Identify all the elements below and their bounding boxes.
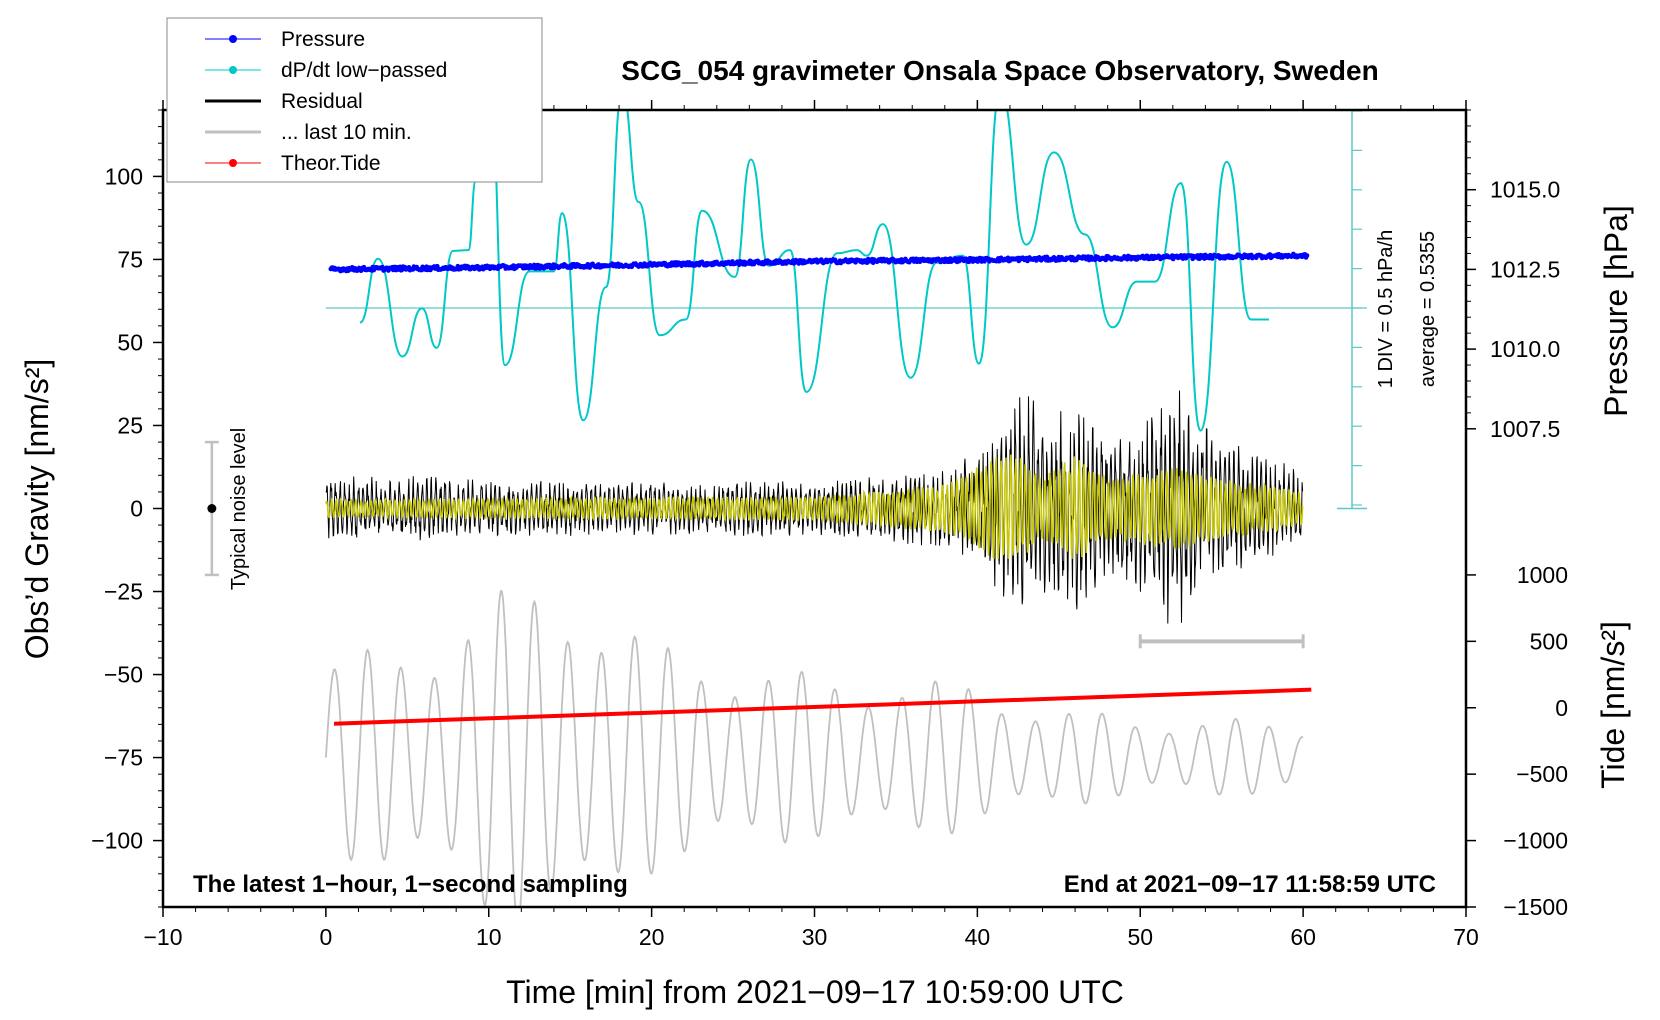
bottom-right-annotation: End at 2021−09−17 11:58:59 UTC — [1064, 871, 1436, 898]
tide-tick-label: −1000 — [1503, 828, 1568, 854]
tide-tick-label: −1500 — [1503, 894, 1568, 920]
y-tick-label: −75 — [104, 745, 143, 771]
x-tick-label: −10 — [143, 924, 182, 950]
tide-tick-label: 1000 — [1517, 562, 1568, 588]
y-tick-label: 50 — [117, 329, 143, 355]
x-tick-label: 20 — [639, 924, 665, 950]
y-tick-label: −50 — [104, 662, 143, 688]
legend-entry: dP/dt low−passed — [205, 59, 447, 82]
y-tick-label: 0 — [130, 496, 143, 522]
noise-annotation: Typical noise level — [228, 428, 250, 590]
legend-swatch-marker — [229, 66, 237, 74]
tide-tick-label: 500 — [1530, 628, 1568, 654]
pressure-point — [1304, 253, 1310, 258]
noise-level-center — [207, 504, 217, 513]
legend-swatch-marker — [229, 159, 237, 167]
x-tick-label: 30 — [802, 924, 828, 950]
x-tick-label: 70 — [1453, 924, 1479, 950]
legend-swatch-marker — [229, 35, 237, 43]
x-tick-label: 50 — [1127, 924, 1153, 950]
legend: Pressure dP/dt low−passed Residual ... last… — [166, 17, 543, 183]
pressure-point — [1103, 257, 1109, 263]
series-theor-tide — [333, 687, 1312, 726]
y-axis-label-tide: Tide [nm/s²] — [1595, 621, 1631, 789]
y-tick-label: −25 — [104, 579, 143, 605]
legend-label: Residual — [281, 90, 363, 113]
series-pressure — [328, 251, 1310, 274]
y-tick-label: 100 — [105, 163, 143, 189]
y-axis-label-pressure: Pressure [hPa] — [1598, 205, 1634, 417]
legend-entry: Theor.Tide — [205, 152, 381, 175]
bottom-left-annotation: The latest 1−hour, 1−second sampling — [193, 871, 628, 898]
x-axis-label: Time [min] from 2021−09−17 10:59:00 UTC — [506, 974, 1124, 1010]
series-last-10-min — [325, 589, 1304, 907]
axes: −10 0 10 20 30 40 50 60 701007550250−25−50−75−10… — [91, 100, 1568, 950]
legend-label: dP/dt low−passed — [281, 59, 447, 82]
x-tick-label: 0 — [319, 924, 332, 950]
chart-title: SCG_054 gravimeter Onsala Space Observat… — [621, 55, 1378, 86]
pressure-tick-label: 1010.0 — [1490, 336, 1560, 362]
x-tick-label: 60 — [1290, 924, 1316, 950]
x-tick-label: 40 — [965, 924, 991, 950]
tide-tick-label: 0 — [1555, 695, 1568, 721]
pressure-tick-label: 1007.5 — [1490, 416, 1560, 442]
x-tick-label: 10 — [476, 924, 502, 950]
legend-entry: Pressure — [205, 28, 365, 51]
series-residual-filtered — [325, 454, 1304, 560]
y-tick-label: 75 — [117, 246, 143, 272]
legend-entry: ... last 10 min. — [205, 121, 412, 144]
plot-area — [204, 110, 1367, 907]
legend-label: ... last 10 min. — [281, 121, 412, 144]
div-annotation: 1 DIV = 0.5 hPa/h — [1375, 230, 1397, 388]
tide-tick-label: −500 — [1516, 761, 1568, 787]
y-tick-label: 25 — [117, 412, 143, 438]
legend-entry: Residual — [205, 90, 363, 113]
average-annotation: average = 0.5355 — [1417, 231, 1439, 387]
legend-label: Pressure — [281, 28, 365, 51]
legend-label: Theor.Tide — [281, 152, 381, 175]
y-tick-label: −100 — [91, 828, 143, 854]
y-axis-label-gravity: Obs’d Gravity [nm/s²] — [19, 359, 55, 660]
pressure-tick-label: 1015.0 — [1490, 177, 1560, 203]
pressure-tick-label: 1012.5 — [1490, 256, 1560, 282]
